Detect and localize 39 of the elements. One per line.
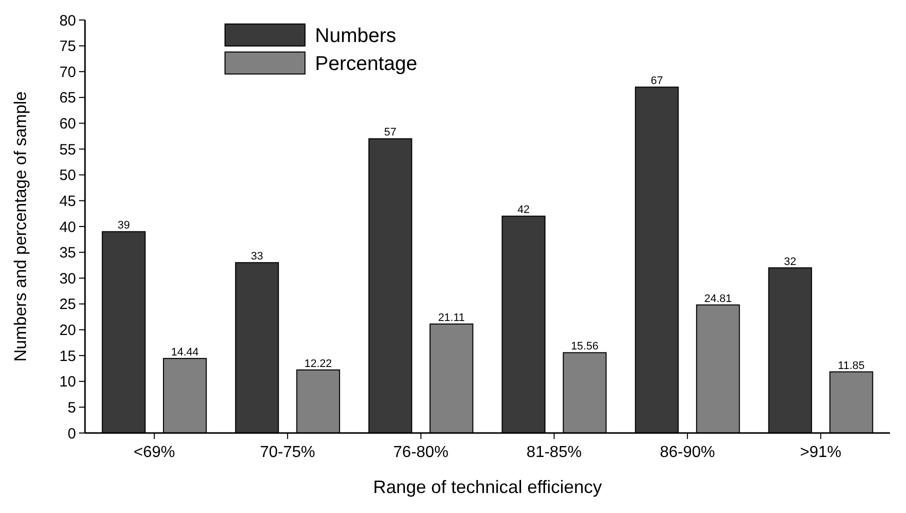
data-label: 14.44 <box>171 346 199 358</box>
legend-label: Numbers <box>315 25 396 47</box>
y-tick-label: 35 <box>59 244 76 262</box>
y-tick-label: 60 <box>59 116 76 132</box>
y-tick-label: 70 <box>59 64 76 81</box>
data-label: 57 <box>384 126 396 139</box>
y-tick-label: 55 <box>59 141 76 158</box>
y-tick-label: 0 <box>68 425 76 442</box>
x-tick-label: 81-85% <box>526 444 582 461</box>
y-tick-label: 20 <box>59 322 76 339</box>
x-tick-label: 70-75% <box>260 444 316 461</box>
y-tick-label: 5 <box>68 399 76 416</box>
y-tick-label: 10 <box>59 374 76 391</box>
data-label: 67 <box>650 75 663 88</box>
y-tick-label: 25 <box>59 296 76 314</box>
data-label: 15.56 <box>570 340 598 353</box>
data-label: 11.85 <box>838 360 865 372</box>
x-tick-label: 86-90% <box>660 444 715 461</box>
y-axis-title: Numbers and percentage of sample <box>11 91 30 362</box>
y-tick-label: 80 <box>59 12 76 30</box>
data-label: 32 <box>784 256 796 268</box>
y-tick-label: 45 <box>59 192 76 210</box>
y-tick-label: 65 <box>59 90 76 107</box>
x-tick-label: <69% <box>134 444 175 461</box>
data-label: 33 <box>250 250 264 263</box>
y-tick-label: 15 <box>59 348 76 365</box>
data-label: 24.81 <box>704 292 732 305</box>
legend-label: Percentage <box>315 53 418 75</box>
y-tick-label: 75 <box>59 38 76 56</box>
x-axis-title: Range of technical efficiency <box>373 477 602 497</box>
data-label: 39 <box>118 220 130 232</box>
x-tick-label: 76-80% <box>393 444 448 461</box>
x-tick-label: >91% <box>800 444 842 461</box>
data-label: 21.11 <box>438 312 465 324</box>
y-tick-label: 50 <box>59 167 76 184</box>
data-label: 42 <box>517 204 530 216</box>
y-tick-label: 40 <box>59 218 76 236</box>
data-label: 12.22 <box>304 358 332 370</box>
y-tick-label: 30 <box>59 270 76 288</box>
